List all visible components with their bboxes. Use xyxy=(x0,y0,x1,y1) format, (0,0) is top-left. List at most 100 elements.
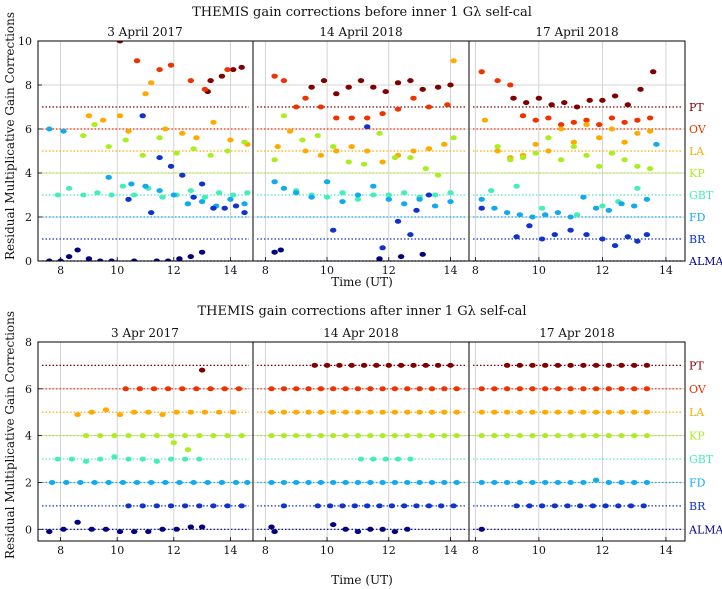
point-br xyxy=(407,232,414,238)
point-la xyxy=(450,58,457,64)
point-fd xyxy=(148,480,155,485)
point-kp xyxy=(367,433,374,439)
point-br xyxy=(425,192,433,198)
point-kp xyxy=(330,433,337,439)
point-kp xyxy=(422,166,429,172)
point-kp xyxy=(122,137,129,143)
point-la xyxy=(173,409,180,415)
point-pt xyxy=(348,362,355,368)
point-gbt xyxy=(139,456,146,462)
point-br xyxy=(364,124,371,130)
point-fd xyxy=(354,192,362,198)
point-gbt xyxy=(187,188,194,194)
point-pt xyxy=(548,102,555,108)
x-tick-label: 14 xyxy=(223,264,237,277)
point-br xyxy=(210,205,217,211)
point-kp xyxy=(360,161,368,167)
point-ov xyxy=(391,386,399,392)
point-alma xyxy=(404,526,411,532)
legend-la-after: LA xyxy=(689,406,705,419)
point-br xyxy=(210,503,217,509)
point-ov xyxy=(621,119,628,125)
point-ov xyxy=(554,386,562,392)
point-br xyxy=(181,503,189,509)
x-tick-label: 8 xyxy=(472,264,479,277)
point-alma xyxy=(60,526,67,532)
point-fd xyxy=(367,480,374,485)
point-alma xyxy=(397,254,405,260)
point-br xyxy=(221,205,228,211)
point-br xyxy=(513,234,520,240)
point-ov xyxy=(605,386,612,392)
x-tick-label: 8 xyxy=(262,544,269,557)
point-br xyxy=(583,232,590,238)
point-ov xyxy=(532,117,539,123)
point-ov xyxy=(494,78,501,84)
point-gbt xyxy=(94,190,101,196)
figure-title-after: THEMIS gain corrections after inner 1 Gλ… xyxy=(198,304,527,319)
point-ov xyxy=(367,386,374,392)
point-pt xyxy=(567,362,574,368)
point-br xyxy=(314,503,321,509)
point-kp xyxy=(170,440,177,446)
point-pt xyxy=(599,97,606,103)
legend-kp-before: KP xyxy=(689,167,705,180)
point-ov xyxy=(478,386,485,392)
point-ov xyxy=(193,386,200,392)
point-ov xyxy=(529,386,536,392)
point-kp xyxy=(453,433,460,439)
point-fd xyxy=(643,480,651,485)
point-la xyxy=(280,409,288,415)
point-br xyxy=(425,503,433,509)
point-ov xyxy=(317,104,325,110)
point-la xyxy=(317,152,325,158)
point-fd xyxy=(198,199,206,205)
panel-before-1: 8 10 12 14 xyxy=(37,40,254,277)
point-kp xyxy=(280,113,288,119)
point-kp xyxy=(345,159,352,165)
point-alma xyxy=(376,256,383,261)
point-br xyxy=(551,503,558,509)
point-pt xyxy=(198,367,206,373)
point-kp xyxy=(407,155,414,161)
point-br xyxy=(379,245,386,251)
point-br xyxy=(634,238,641,244)
point-gbt xyxy=(538,205,546,211)
legend-fd-before: FD xyxy=(689,211,706,224)
point-la xyxy=(227,137,234,143)
point-pt xyxy=(650,69,657,75)
point-br xyxy=(326,503,334,509)
point-alma xyxy=(46,258,53,261)
x-tick-label: 12 xyxy=(595,544,609,557)
point-fd xyxy=(542,212,549,218)
point-alma xyxy=(57,258,64,261)
point-la xyxy=(503,409,511,415)
point-la xyxy=(201,409,209,415)
point-kp xyxy=(153,433,160,439)
point-la xyxy=(159,412,166,418)
point-alma xyxy=(198,249,206,255)
point-ov xyxy=(516,386,523,392)
point-kp xyxy=(173,150,180,156)
point-br xyxy=(190,194,197,200)
point-pt xyxy=(580,362,587,368)
point-la xyxy=(268,409,275,415)
x-tick-label: 8 xyxy=(472,544,479,557)
point-ov xyxy=(631,386,638,392)
panel-after-2: 8 10 12 14 xyxy=(252,341,470,557)
point-ov xyxy=(379,111,386,117)
panel-title-before-1: 3 April 2017 xyxy=(107,25,183,39)
point-pt xyxy=(561,100,568,106)
point-kp xyxy=(210,433,217,439)
point-ov xyxy=(150,386,158,392)
point-fd xyxy=(453,480,460,485)
point-kp xyxy=(271,157,278,163)
x-tick-label: 14 xyxy=(659,544,673,557)
point-la xyxy=(416,409,423,415)
point-ov xyxy=(271,73,278,79)
point-ov xyxy=(596,122,603,128)
point-kp xyxy=(391,433,399,439)
point-fd xyxy=(478,196,485,202)
point-fd xyxy=(478,480,485,485)
point-fd xyxy=(280,480,288,485)
